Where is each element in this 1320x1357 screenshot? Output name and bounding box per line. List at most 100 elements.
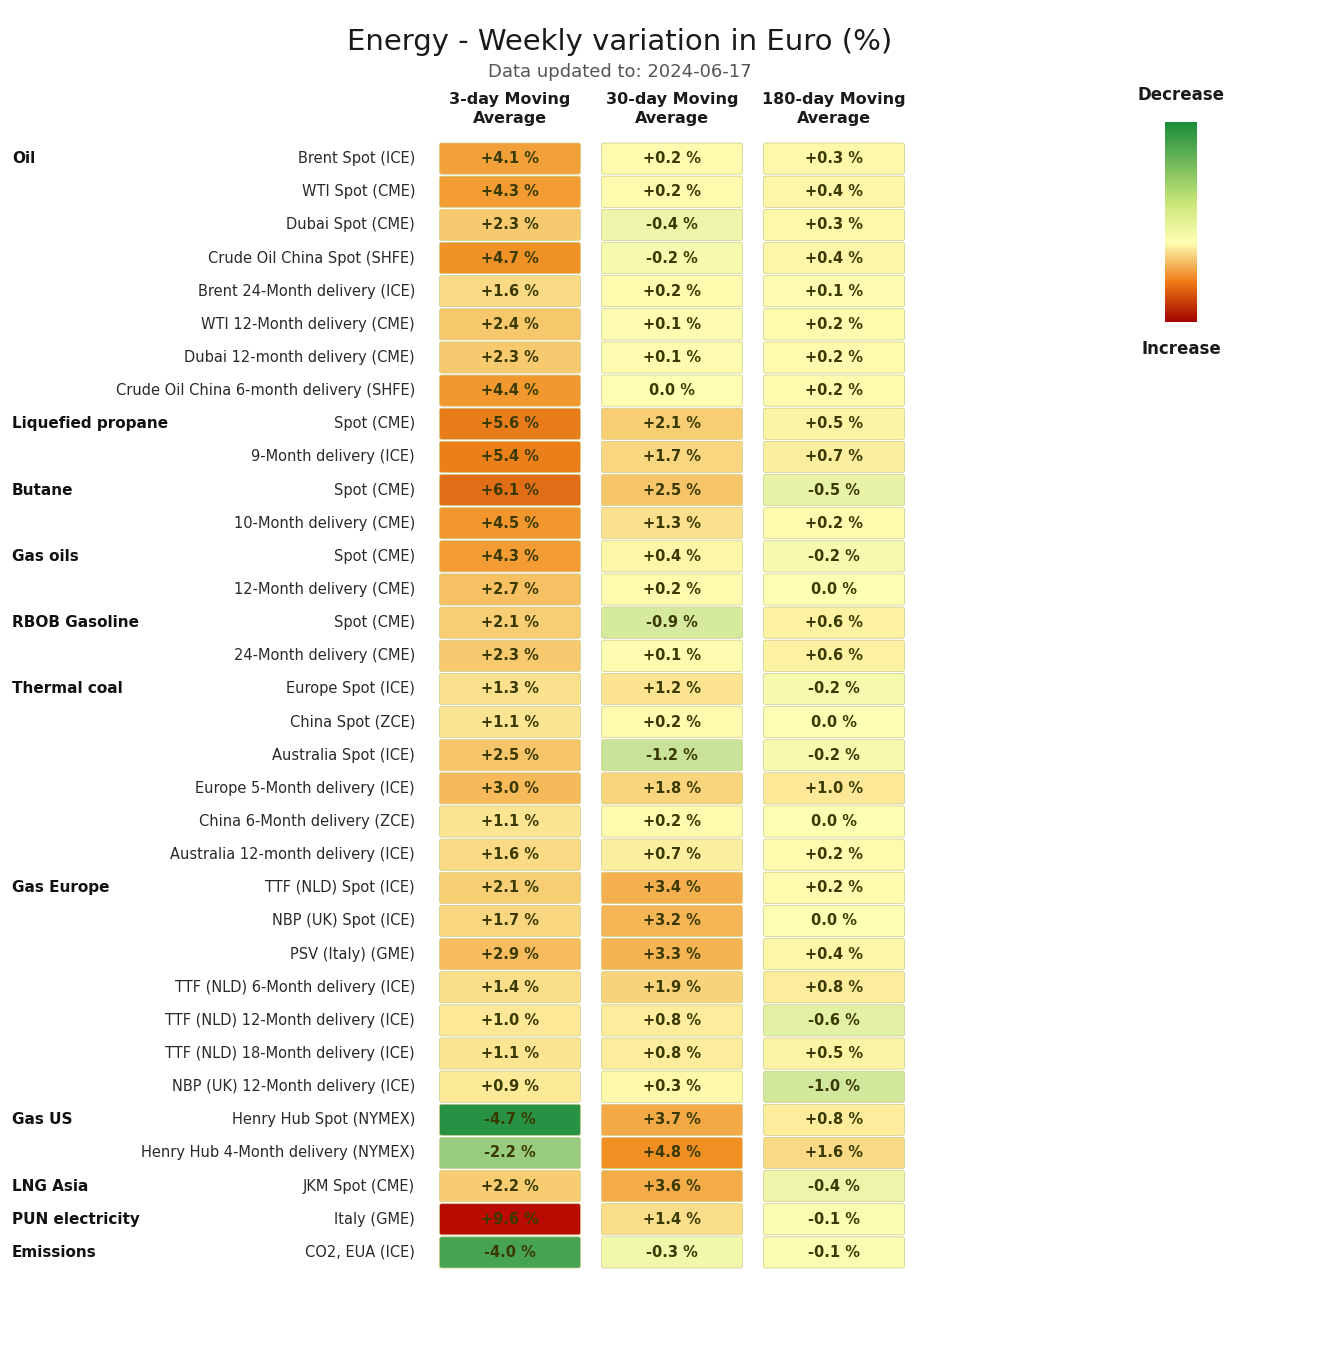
Bar bbox=[1166, 155, 1197, 156]
Bar bbox=[1166, 285, 1197, 286]
Text: +0.2 %: +0.2 % bbox=[643, 814, 701, 829]
Text: -0.1 %: -0.1 % bbox=[808, 1212, 861, 1227]
Text: +1.6 %: +1.6 % bbox=[805, 1145, 863, 1160]
Text: +4.3 %: +4.3 % bbox=[480, 548, 539, 565]
Text: -0.1 %: -0.1 % bbox=[808, 1244, 861, 1259]
FancyBboxPatch shape bbox=[602, 806, 742, 837]
Text: -1.0 %: -1.0 % bbox=[808, 1079, 861, 1094]
Bar bbox=[1166, 178, 1197, 179]
FancyBboxPatch shape bbox=[763, 772, 904, 803]
Bar bbox=[1166, 299, 1197, 300]
FancyBboxPatch shape bbox=[763, 209, 904, 240]
Text: +4.3 %: +4.3 % bbox=[480, 185, 539, 199]
Bar bbox=[1166, 250, 1197, 251]
Text: +5.4 %: +5.4 % bbox=[480, 449, 539, 464]
Bar bbox=[1166, 123, 1197, 125]
Bar bbox=[1166, 220, 1197, 221]
FancyBboxPatch shape bbox=[440, 740, 581, 771]
FancyBboxPatch shape bbox=[763, 607, 904, 638]
Bar bbox=[1166, 148, 1197, 149]
Bar bbox=[1166, 282, 1197, 284]
Bar bbox=[1166, 194, 1197, 195]
Bar bbox=[1166, 144, 1197, 147]
Text: Spot (CME): Spot (CME) bbox=[334, 483, 414, 498]
Text: +0.3 %: +0.3 % bbox=[643, 1079, 701, 1094]
Bar bbox=[1166, 197, 1197, 198]
Text: -0.2 %: -0.2 % bbox=[808, 548, 859, 565]
FancyBboxPatch shape bbox=[602, 142, 742, 174]
Text: JKM Spot (CME): JKM Spot (CME) bbox=[302, 1179, 414, 1194]
FancyBboxPatch shape bbox=[440, 905, 581, 936]
Bar bbox=[1166, 313, 1197, 315]
Bar bbox=[1166, 202, 1197, 204]
FancyBboxPatch shape bbox=[602, 441, 742, 472]
Bar bbox=[1166, 224, 1197, 227]
Text: +1.2 %: +1.2 % bbox=[643, 681, 701, 696]
Text: +0.4 %: +0.4 % bbox=[643, 548, 701, 565]
Text: +0.4 %: +0.4 % bbox=[805, 947, 863, 962]
Text: +4.8 %: +4.8 % bbox=[643, 1145, 701, 1160]
FancyBboxPatch shape bbox=[440, 707, 581, 738]
Bar bbox=[1166, 244, 1197, 246]
Bar bbox=[1166, 247, 1197, 248]
FancyBboxPatch shape bbox=[763, 1204, 904, 1235]
Bar bbox=[1166, 304, 1197, 305]
FancyBboxPatch shape bbox=[763, 1071, 904, 1102]
Bar bbox=[1166, 281, 1197, 282]
Bar bbox=[1166, 308, 1197, 309]
FancyBboxPatch shape bbox=[602, 309, 742, 339]
Text: 9-Month delivery (ICE): 9-Month delivery (ICE) bbox=[251, 449, 414, 464]
Text: +1.4 %: +1.4 % bbox=[480, 980, 539, 995]
FancyBboxPatch shape bbox=[440, 408, 581, 440]
Bar bbox=[1166, 275, 1197, 277]
Bar bbox=[1166, 277, 1197, 278]
Text: +0.1 %: +0.1 % bbox=[805, 284, 863, 299]
Text: +0.7 %: +0.7 % bbox=[805, 449, 863, 464]
FancyBboxPatch shape bbox=[602, 408, 742, 440]
Bar bbox=[1166, 233, 1197, 235]
Text: 10-Month delivery (CME): 10-Month delivery (CME) bbox=[234, 516, 414, 531]
Bar bbox=[1166, 136, 1197, 137]
Text: +3.0 %: +3.0 % bbox=[480, 780, 539, 795]
Bar bbox=[1166, 278, 1197, 280]
Bar bbox=[1166, 269, 1197, 270]
FancyBboxPatch shape bbox=[440, 939, 581, 970]
Text: +0.8 %: +0.8 % bbox=[643, 1012, 701, 1027]
Bar bbox=[1166, 228, 1197, 229]
FancyBboxPatch shape bbox=[602, 574, 742, 605]
Text: Brent Spot (ICE): Brent Spot (ICE) bbox=[298, 151, 414, 166]
FancyBboxPatch shape bbox=[602, 607, 742, 638]
Bar bbox=[1166, 179, 1197, 180]
Bar bbox=[1166, 239, 1197, 242]
Text: Decrease: Decrease bbox=[1138, 85, 1225, 104]
Bar bbox=[1166, 221, 1197, 223]
Bar bbox=[1166, 175, 1197, 176]
FancyBboxPatch shape bbox=[440, 309, 581, 339]
Bar bbox=[1166, 304, 1197, 305]
Bar bbox=[1166, 296, 1197, 297]
Text: +0.1 %: +0.1 % bbox=[643, 649, 701, 664]
FancyBboxPatch shape bbox=[602, 905, 742, 936]
FancyBboxPatch shape bbox=[763, 475, 904, 506]
Bar bbox=[1166, 263, 1197, 265]
Bar bbox=[1166, 147, 1197, 148]
FancyBboxPatch shape bbox=[440, 1204, 581, 1235]
FancyBboxPatch shape bbox=[440, 142, 581, 174]
FancyBboxPatch shape bbox=[602, 707, 742, 738]
Bar bbox=[1166, 171, 1197, 172]
Bar bbox=[1166, 199, 1197, 201]
Bar bbox=[1166, 319, 1197, 320]
Bar bbox=[1166, 138, 1197, 140]
FancyBboxPatch shape bbox=[763, 740, 904, 771]
Bar bbox=[1166, 248, 1197, 250]
Text: Emissions: Emissions bbox=[12, 1244, 96, 1259]
FancyBboxPatch shape bbox=[602, 939, 742, 970]
Text: TTF (NLD) 12-Month delivery (ICE): TTF (NLD) 12-Month delivery (ICE) bbox=[165, 1012, 414, 1027]
FancyBboxPatch shape bbox=[440, 806, 581, 837]
Bar bbox=[1166, 266, 1197, 267]
FancyBboxPatch shape bbox=[602, 1137, 742, 1168]
Text: -0.5 %: -0.5 % bbox=[808, 483, 861, 498]
Bar bbox=[1166, 140, 1197, 141]
Bar bbox=[1166, 225, 1197, 227]
Text: 0.0 %: 0.0 % bbox=[810, 913, 857, 928]
